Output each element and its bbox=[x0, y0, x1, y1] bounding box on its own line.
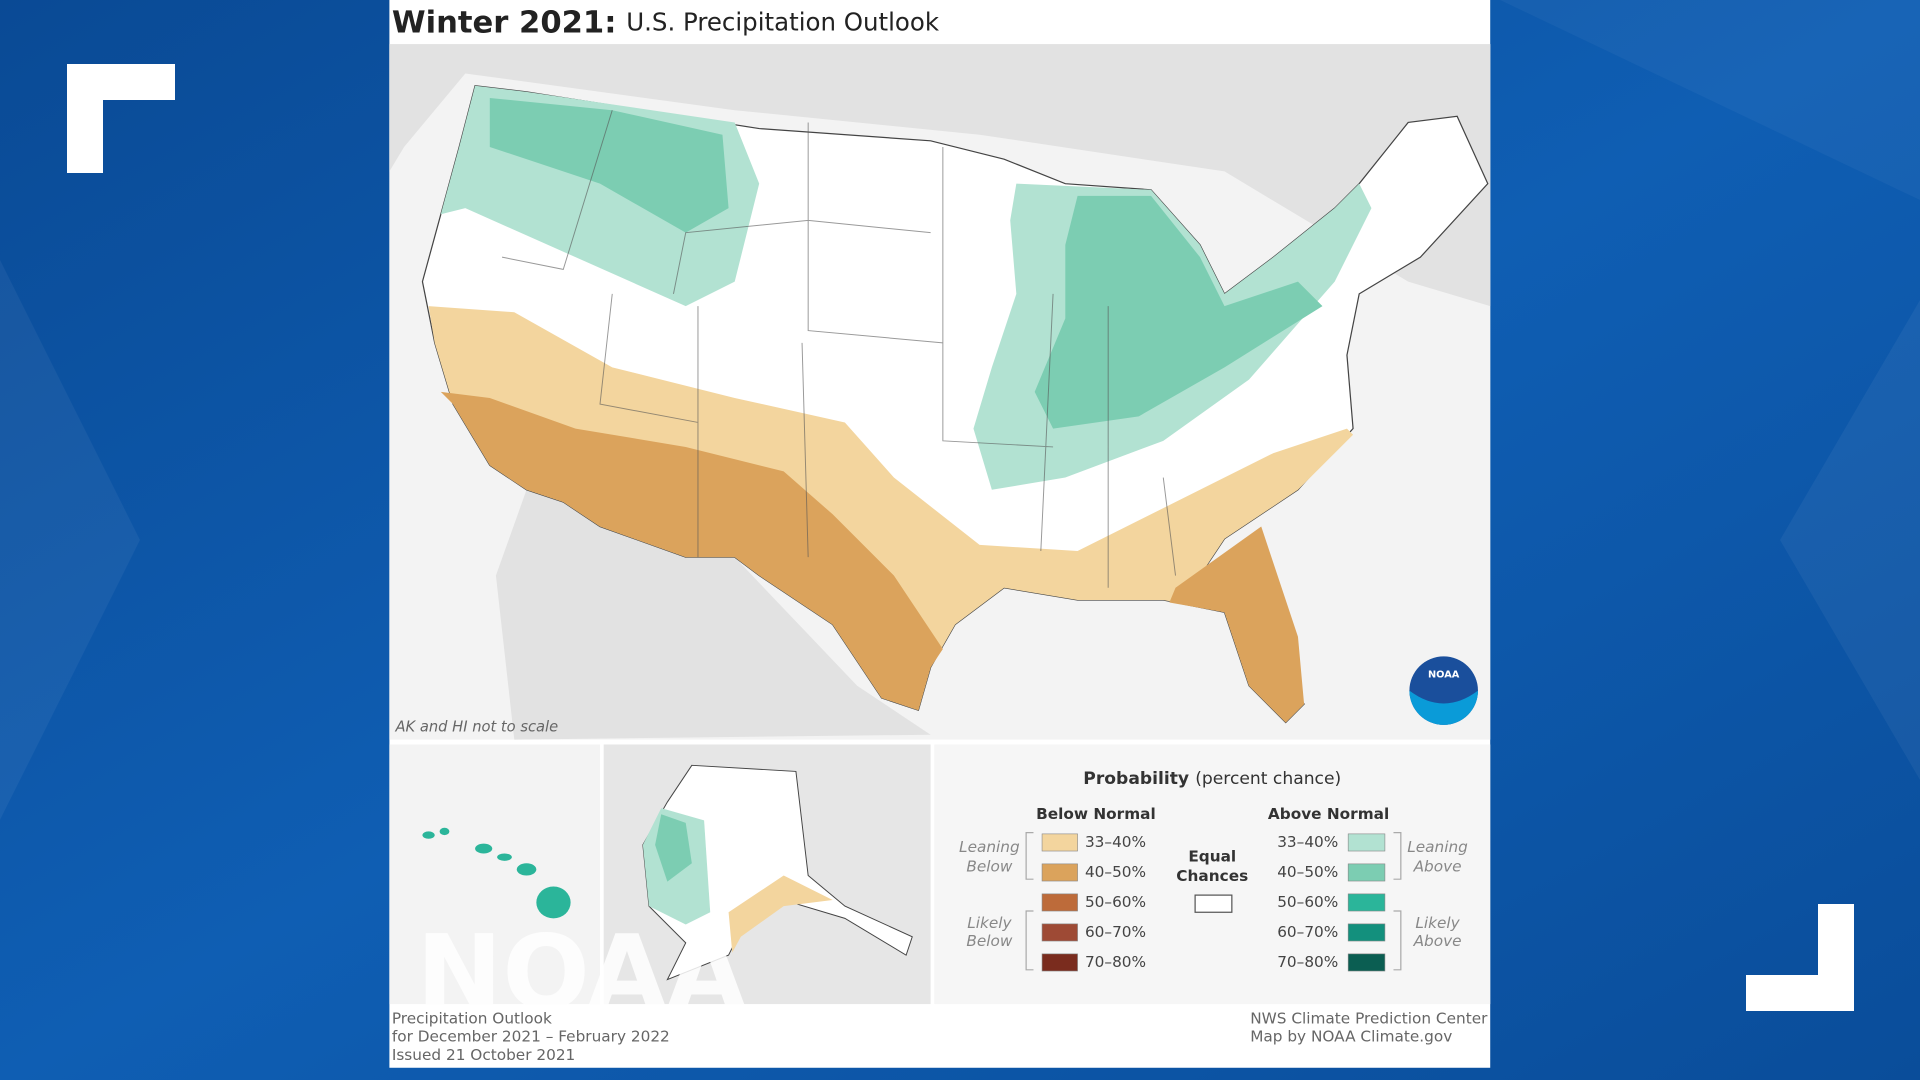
legend-title: Probability (percent chance) bbox=[1083, 769, 1341, 789]
footer-right: NWS Climate Prediction Center bbox=[1250, 1009, 1488, 1027]
alaska-tan bbox=[728, 875, 833, 953]
canada bbox=[389, 44, 1491, 307]
legend-subtitle: (percent chance) bbox=[1195, 769, 1341, 789]
legend-groups: Leaning Below Likely Below Leaning Above… bbox=[959, 838, 1468, 950]
state-lines bbox=[501, 110, 1177, 588]
facet bbox=[0, 260, 140, 820]
footer: Precipitation Outlook for December 2021 … bbox=[392, 1009, 1488, 1064]
facet bbox=[1500, 0, 1920, 200]
legend-title-bold: Probability bbox=[1083, 769, 1189, 789]
group-label: Likely bbox=[1415, 914, 1460, 932]
equal-label: Chances bbox=[1176, 867, 1248, 885]
alaska-green-dark bbox=[655, 814, 692, 882]
footer-right: Map by NOAA Climate.gov bbox=[1250, 1028, 1452, 1046]
legend-brackets bbox=[1025, 832, 1402, 971]
band-likely-above bbox=[489, 97, 729, 233]
legend-label: 70–80% bbox=[1085, 953, 1146, 971]
legend-label: 60–70% bbox=[1277, 923, 1338, 941]
legend-panel bbox=[934, 744, 1491, 1005]
title-text: U.S. Precipitation Outlook bbox=[626, 7, 940, 36]
legend-swatch bbox=[1347, 893, 1386, 912]
legend-items: 33–40% 40–50% 50–60% 60–70% 70–80% 33–40% 40–5… bbox=[1041, 833, 1386, 972]
above-heading: Above Normal bbox=[1268, 805, 1389, 823]
corner-bracket bbox=[1746, 904, 1854, 1011]
band-likely-above bbox=[1034, 195, 1323, 429]
legend-label: 70–80% bbox=[1277, 953, 1338, 971]
band-likely-below bbox=[1169, 526, 1305, 723]
footer-left: Precipitation Outlook bbox=[392, 1009, 552, 1027]
legend-swatch bbox=[1041, 833, 1078, 852]
footer-left: for December 2021 – February 2022 bbox=[392, 1028, 670, 1046]
legend-label: 40–50% bbox=[1085, 863, 1146, 881]
band-likely-below bbox=[440, 391, 943, 711]
scale-note: AK and HI not to scale bbox=[395, 718, 559, 735]
group-label: Above bbox=[1413, 857, 1462, 875]
legend-swatch bbox=[1041, 893, 1078, 912]
band-leaning-below bbox=[428, 306, 1354, 723]
equal-swatch bbox=[1194, 894, 1233, 913]
group-label: Leaning bbox=[959, 838, 1020, 856]
noaa-logo-text: NOAA bbox=[1428, 670, 1460, 681]
below-heading: Below Normal bbox=[1036, 805, 1156, 823]
group-label: Leaning bbox=[1407, 838, 1468, 856]
legend-swatch bbox=[1041, 953, 1078, 972]
legend-swatch bbox=[1041, 923, 1078, 942]
mexico bbox=[495, 489, 931, 740]
group-label: Below bbox=[966, 857, 1013, 875]
legend-swatch bbox=[1347, 923, 1386, 942]
legend-swatch bbox=[1041, 863, 1078, 882]
legend-swatch bbox=[1347, 833, 1386, 852]
legend-label: 60–70% bbox=[1085, 923, 1146, 941]
hawaii-panel bbox=[389, 744, 601, 1005]
legend-label: 50–60% bbox=[1277, 893, 1338, 911]
legend-label: 50–60% bbox=[1085, 893, 1146, 911]
legend-swatch bbox=[1347, 953, 1386, 972]
legend-label: 33–40% bbox=[1085, 833, 1146, 851]
equal-label: Equal bbox=[1188, 848, 1236, 866]
group-label: Below bbox=[966, 932, 1013, 950]
noaa-logo-wave bbox=[1409, 690, 1478, 725]
footer-left: Issued 21 October 2021 bbox=[392, 1046, 575, 1064]
legend-swatch bbox=[1347, 863, 1386, 882]
title: Winter 2021: U.S. Precipitation Outlook bbox=[392, 5, 940, 40]
facet bbox=[1780, 300, 1920, 780]
group-label: Likely bbox=[967, 914, 1012, 932]
outlook-panel: Winter 2021: U.S. Precipitation Outlook A… bbox=[389, 0, 1491, 1068]
watermark: NOAA bbox=[416, 914, 746, 1033]
legend-label: 40–50% bbox=[1277, 863, 1338, 881]
group-label: Above bbox=[1413, 932, 1462, 950]
hawaii bbox=[422, 827, 571, 919]
legend-label: 33–40% bbox=[1277, 833, 1338, 851]
corner-bracket bbox=[67, 64, 175, 173]
title-bold: Winter 2021: bbox=[392, 5, 617, 40]
